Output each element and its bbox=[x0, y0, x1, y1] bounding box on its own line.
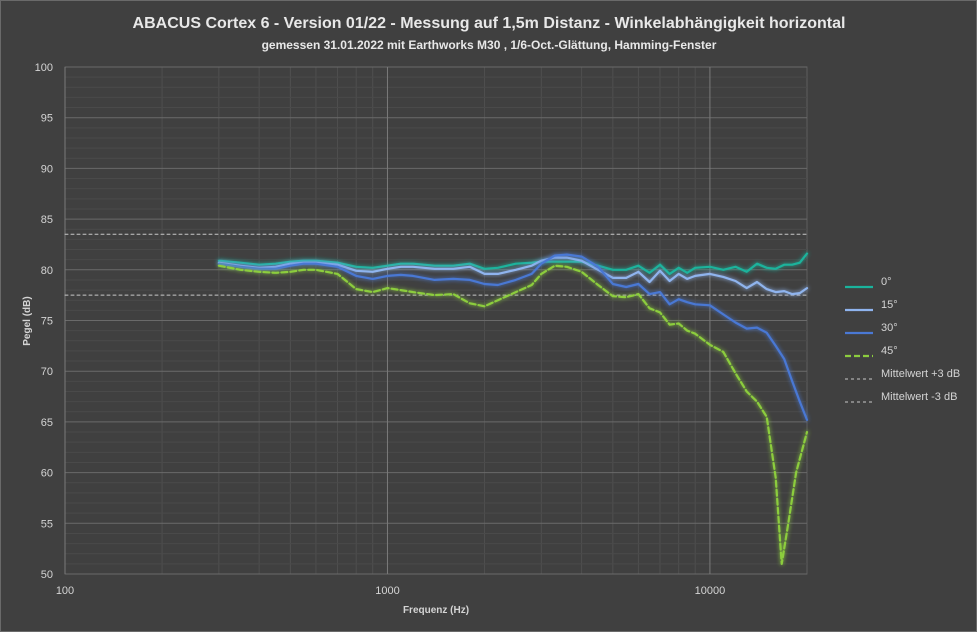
series-line-angle-3 bbox=[217, 264, 809, 565]
y-tick-label: 90 bbox=[41, 163, 53, 175]
legend-label: 15° bbox=[881, 299, 898, 311]
series-line-angle-0 bbox=[217, 252, 809, 275]
legend-label: 0° bbox=[881, 276, 892, 288]
legend-label: 30° bbox=[881, 322, 898, 334]
y-tick-labels: 50 55 60 65 70 75 80 85 90 95 100 bbox=[35, 62, 53, 581]
grid-lines bbox=[64, 66, 807, 575]
y-tick-label: 100 bbox=[35, 62, 53, 74]
x-tick-label: 1000 bbox=[375, 585, 399, 597]
y-tick-label: 80 bbox=[41, 265, 53, 277]
series-line-angle-1 bbox=[217, 256, 809, 296]
y-axis-label: Pegel (dB) bbox=[22, 296, 33, 345]
x-axis-label: Frequenz (Hz) bbox=[403, 605, 469, 616]
x-tick-label: 100 bbox=[56, 585, 74, 597]
reference-lines bbox=[64, 233, 808, 296]
y-tick-label: 55 bbox=[41, 518, 53, 530]
legend-label: Mittelwert -3 dB bbox=[881, 391, 957, 403]
x-tick-label: 10000 bbox=[695, 585, 726, 597]
y-tick-label: 50 bbox=[41, 569, 53, 581]
y-tick-label: 70 bbox=[41, 366, 53, 378]
y-tick-label: 65 bbox=[41, 417, 53, 429]
y-tick-label: 75 bbox=[41, 316, 53, 328]
legend-label: 45° bbox=[881, 345, 898, 357]
x-tick-labels: 100 1000 10000 bbox=[56, 585, 725, 597]
chart-title: ABACUS Cortex 6 - Version 01/22 - Messun… bbox=[133, 15, 846, 32]
chart-subtitle: gemessen 31.01.2022 mit Earthworks M30 ,… bbox=[262, 38, 717, 52]
y-tick-label: 60 bbox=[41, 468, 53, 480]
y-tick-label: 95 bbox=[41, 113, 53, 125]
series-line-angle-2 bbox=[217, 253, 809, 421]
y-tick-label: 85 bbox=[41, 214, 53, 226]
legend: 0° 15° 30° 45° Mittelwert +3 dB Mittelwert -3… bbox=[845, 276, 960, 403]
legend-label: Mittelwert +3 dB bbox=[881, 368, 960, 380]
series-lines bbox=[217, 252, 809, 565]
